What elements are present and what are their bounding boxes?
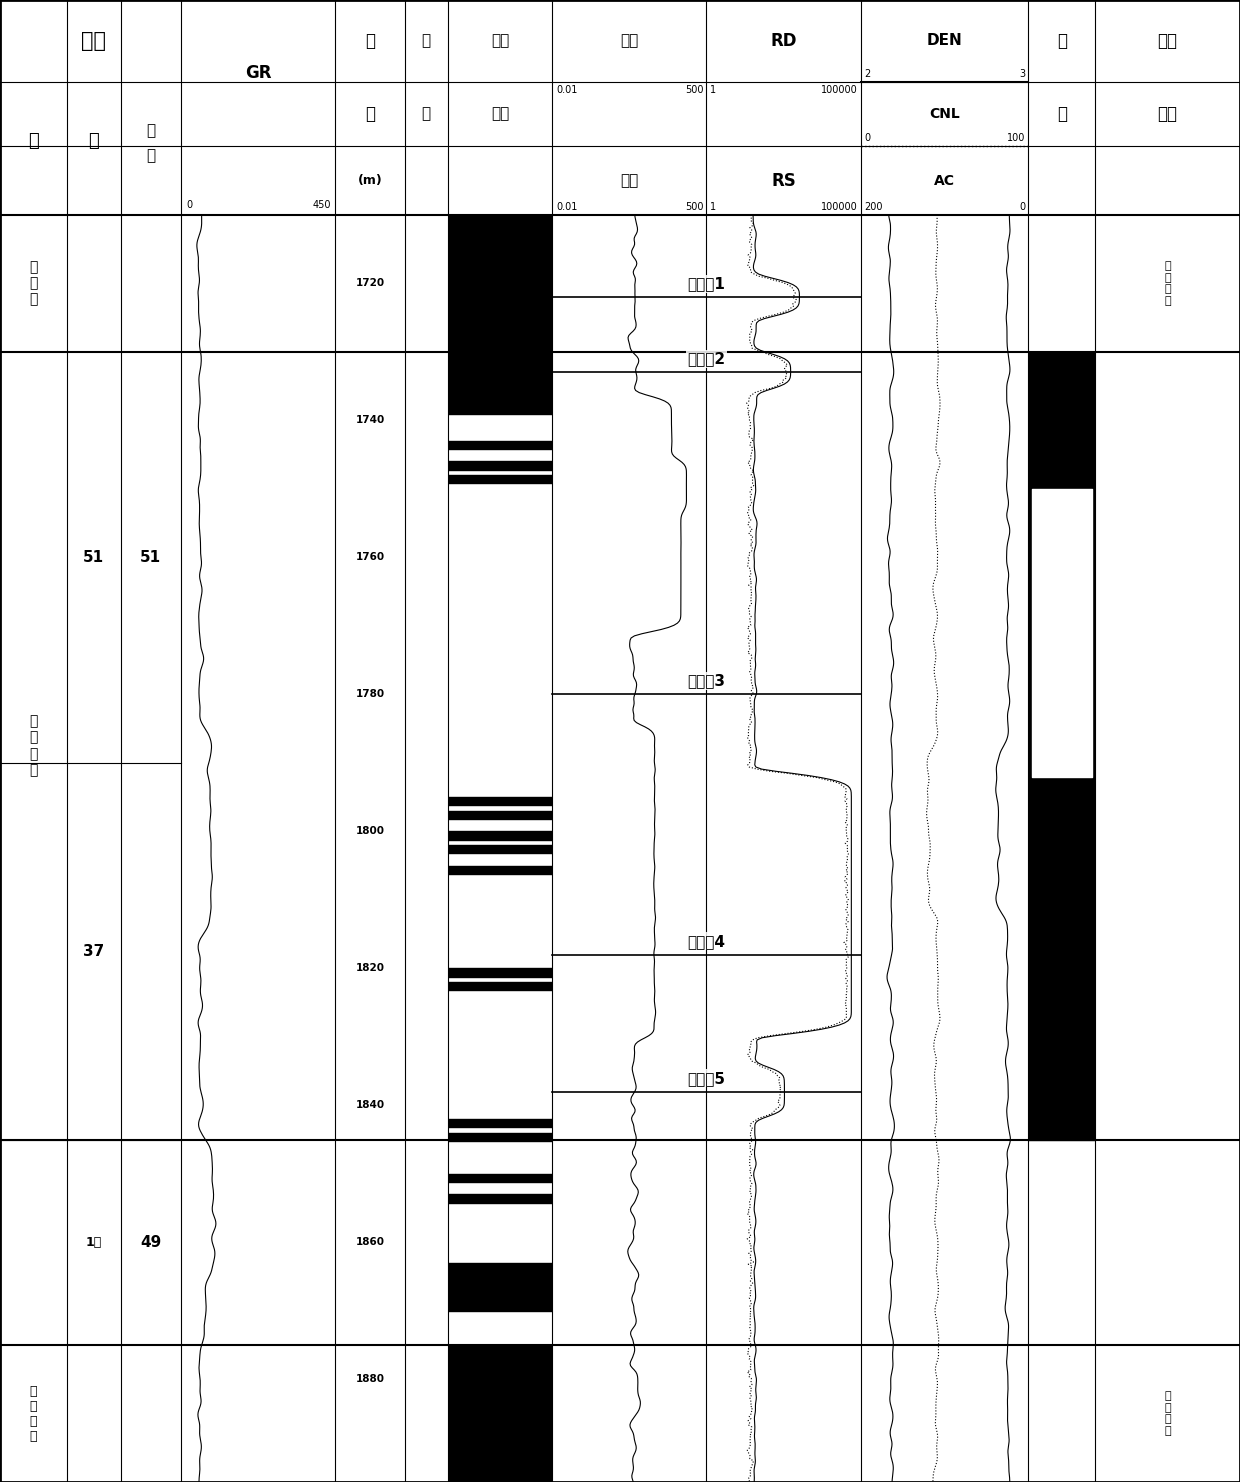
Text: 200: 200: [864, 202, 883, 212]
Text: 甲烷: 甲烷: [620, 173, 639, 188]
Text: GR: GR: [244, 64, 272, 82]
Text: 1: 1: [711, 202, 717, 212]
Text: 地层: 地层: [82, 31, 107, 50]
Text: 组: 组: [29, 132, 38, 150]
Text: 51: 51: [83, 550, 104, 565]
Text: 100000: 100000: [821, 84, 858, 95]
Text: 岩性: 岩性: [491, 33, 510, 49]
Text: 0.01: 0.01: [556, 84, 578, 95]
Text: 49: 49: [140, 1235, 161, 1249]
Text: 1880: 1880: [356, 1374, 384, 1384]
Text: 0: 0: [1019, 202, 1025, 212]
Text: 1860: 1860: [356, 1237, 384, 1248]
Bar: [1117, 406, 1218, 886]
Text: RS: RS: [771, 172, 796, 190]
Text: 1840: 1840: [356, 1100, 384, 1110]
Bar: [1117, 406, 1218, 646]
Text: 1段: 1段: [86, 1236, 102, 1249]
Text: 标志兲3: 标志兲3: [687, 673, 725, 689]
Text: 1: 1: [711, 84, 717, 95]
Text: 开
阔
台
地: 开 阔 台 地: [1164, 1392, 1171, 1436]
Text: 1720: 1720: [356, 279, 384, 289]
Text: DEN: DEN: [926, 33, 962, 49]
Text: 度: 度: [365, 105, 374, 123]
Text: 沉积: 沉积: [1158, 31, 1178, 50]
Text: (m): (m): [357, 173, 382, 187]
Text: 3: 3: [1019, 68, 1025, 79]
Text: 度: 度: [146, 148, 155, 163]
Text: 标志兲4: 标志兲4: [687, 934, 725, 948]
Text: 500: 500: [686, 84, 704, 95]
Text: AC: AC: [934, 173, 955, 188]
Text: 1800: 1800: [356, 827, 384, 836]
Text: 0.01: 0.01: [556, 202, 578, 212]
Text: 标志兲2: 标志兲2: [687, 351, 725, 366]
Text: 2: 2: [864, 68, 870, 79]
Text: 段: 段: [88, 132, 99, 150]
Text: 500: 500: [686, 202, 704, 212]
Text: 标志兲1: 标志兲1: [687, 276, 725, 290]
Text: 1760: 1760: [356, 553, 384, 562]
Text: 0: 0: [864, 133, 870, 144]
Text: 1740: 1740: [356, 415, 384, 425]
Text: 1780: 1780: [356, 689, 384, 700]
Text: 0: 0: [186, 200, 192, 210]
Text: 色: 色: [422, 107, 430, 122]
Text: 全径: 全径: [620, 33, 639, 49]
Text: 1820: 1820: [356, 963, 384, 974]
Text: 450: 450: [312, 200, 331, 210]
Text: 石
牌
组: 石 牌 组: [30, 261, 37, 307]
Text: 开
阔
台
地: 开 阔 台 地: [1164, 261, 1171, 305]
Text: 石
家
河
组: 石 家 河 组: [30, 1384, 37, 1442]
Text: 37: 37: [83, 944, 104, 959]
Text: 标志兲5: 标志兲5: [687, 1070, 725, 1086]
Text: 51: 51: [140, 550, 161, 565]
Text: 回: 回: [1056, 105, 1066, 123]
Text: 频: 频: [422, 33, 430, 49]
Text: 100000: 100000: [821, 202, 858, 212]
Text: 深: 深: [365, 31, 374, 50]
Text: 剖面: 剖面: [491, 107, 510, 122]
Text: 旋: 旋: [1056, 31, 1066, 50]
Text: 水
井
沱
组: 水 井 沱 组: [30, 714, 37, 777]
Text: CNL: CNL: [929, 107, 960, 122]
Text: 亚相: 亚相: [1158, 105, 1178, 123]
Text: 100: 100: [1007, 133, 1025, 144]
Text: 厚: 厚: [146, 123, 155, 138]
Text: RD: RD: [770, 31, 797, 50]
